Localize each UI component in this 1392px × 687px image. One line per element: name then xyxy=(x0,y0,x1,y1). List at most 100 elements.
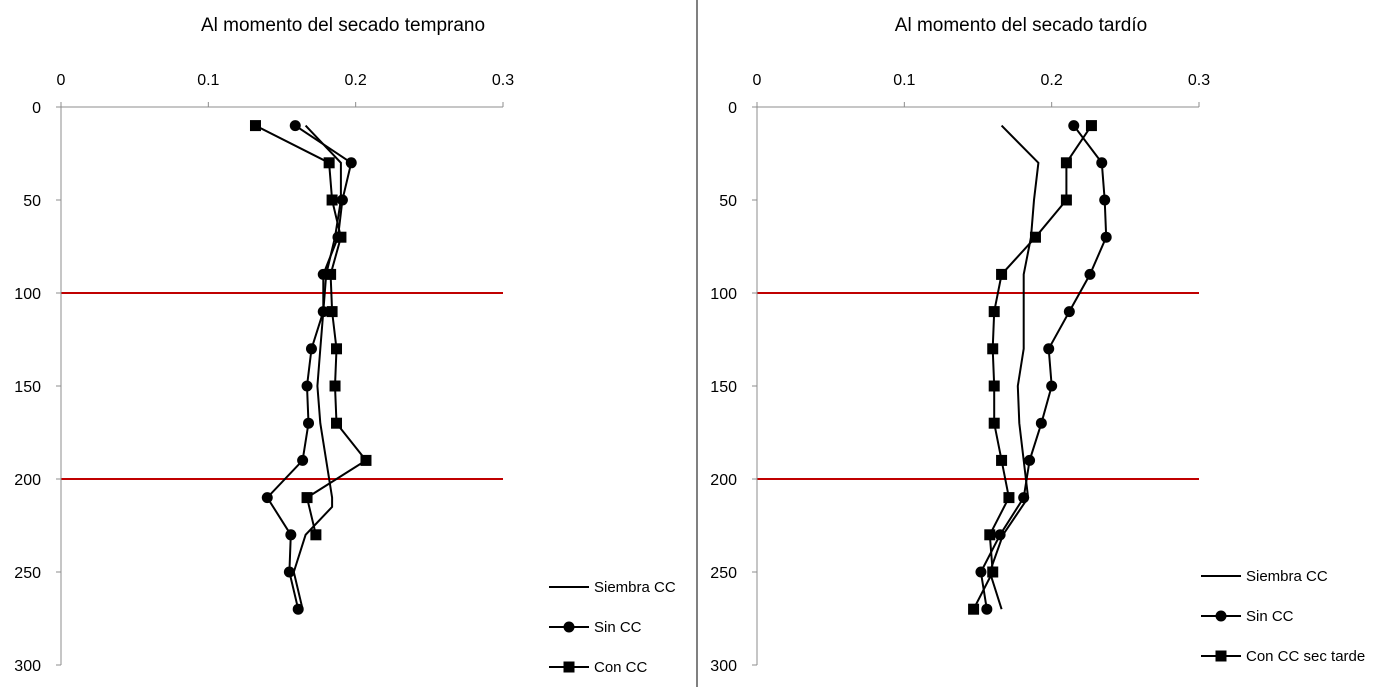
series-con-cc xyxy=(249,120,372,541)
legend-entry: Siembra CC xyxy=(549,579,676,596)
data-point xyxy=(1085,120,1097,132)
y-tick-label: 50 xyxy=(23,193,41,210)
data-point xyxy=(283,566,295,578)
series-line xyxy=(972,125,1093,610)
y-tick-label: 0 xyxy=(32,100,41,117)
data-point xyxy=(1024,454,1036,466)
data-point xyxy=(987,566,999,578)
data-point xyxy=(310,529,322,541)
y-tick-label: 100 xyxy=(710,286,737,303)
data-point xyxy=(336,194,348,206)
y-tick-label: 300 xyxy=(710,658,737,675)
series-line xyxy=(979,124,1108,610)
data-point xyxy=(1046,380,1058,392)
y-tick-label: 250 xyxy=(710,565,737,582)
data-point xyxy=(323,157,335,169)
data-point xyxy=(988,380,1000,392)
legend-marker xyxy=(1215,650,1227,662)
legend-label: Siembra CC xyxy=(1246,568,1328,585)
data-point xyxy=(1100,231,1112,243)
data-point xyxy=(1043,343,1055,355)
data-point xyxy=(303,417,315,429)
series-line xyxy=(988,124,1040,610)
data-point xyxy=(329,380,341,392)
legend-marker xyxy=(563,621,575,633)
data-point xyxy=(1063,306,1075,318)
y-tick-label: 0 xyxy=(728,100,737,117)
data-point xyxy=(1029,231,1041,243)
data-point xyxy=(345,157,357,169)
data-point xyxy=(1084,268,1096,280)
series-siembra-cc xyxy=(988,124,1040,610)
data-point xyxy=(975,566,987,578)
legend-entry: Sin CC xyxy=(549,619,642,636)
data-point xyxy=(331,417,343,429)
data-point xyxy=(261,492,273,504)
x-tick-label: 0 xyxy=(57,72,66,89)
legend-entry: Sin CC xyxy=(1201,608,1294,625)
y-tick-label: 200 xyxy=(710,472,737,489)
legend-entry: Con CC sec tarde xyxy=(1201,648,1365,665)
data-point xyxy=(360,454,372,466)
legend-label: Siembra CC xyxy=(594,579,676,596)
legend-marker xyxy=(563,661,575,673)
data-point xyxy=(1035,417,1047,429)
data-point xyxy=(987,343,999,355)
data-point xyxy=(301,380,313,392)
data-point xyxy=(994,529,1006,541)
data-point xyxy=(325,268,337,280)
series-line xyxy=(266,124,353,610)
data-point xyxy=(1018,492,1030,504)
legend-label: Con CC xyxy=(594,659,648,676)
series-con-cc-sec-tarde xyxy=(968,120,1097,615)
data-point xyxy=(1060,157,1072,169)
panel-secado-tardio: Al momento del secado tardío 0 0.1 0.2 0.3 0… xyxy=(710,15,1365,675)
x-tick-label: 0.2 xyxy=(1041,72,1063,89)
legend-marker xyxy=(1215,610,1227,622)
data-point xyxy=(1003,492,1015,504)
y-tick-label: 200 xyxy=(14,472,41,489)
data-point xyxy=(1068,120,1080,132)
data-point xyxy=(984,529,996,541)
data-point xyxy=(988,306,1000,318)
data-point xyxy=(305,343,317,355)
data-point xyxy=(335,231,347,243)
data-point xyxy=(988,417,1000,429)
legend-label: Sin CC xyxy=(594,619,642,636)
y-tick-label: 150 xyxy=(710,379,737,396)
data-point xyxy=(292,603,304,615)
legend-entry: Con CC xyxy=(549,659,648,676)
legend-entry: Siembra CC xyxy=(1201,568,1328,585)
data-point xyxy=(1099,194,1111,206)
x-tick-label: 0.3 xyxy=(492,72,514,89)
legend-label: Sin CC xyxy=(1246,608,1294,625)
y-tick-label: 250 xyxy=(14,565,41,582)
chart-title: Al momento del secado tardío xyxy=(895,15,1147,36)
data-point xyxy=(317,306,329,318)
series-sin-cc xyxy=(975,120,1112,615)
data-point xyxy=(331,343,343,355)
data-point xyxy=(249,120,261,132)
data-point xyxy=(996,268,1008,280)
y-tick-label: 100 xyxy=(14,286,41,303)
x-tick-label: 0.2 xyxy=(345,72,367,89)
series-sin-cc xyxy=(261,120,357,615)
data-point xyxy=(297,454,309,466)
data-point xyxy=(996,454,1008,466)
y-tick-label: 150 xyxy=(14,379,41,396)
chart-title: Al momento del secado temprano xyxy=(201,15,485,36)
legend-label: Con CC sec tarde xyxy=(1246,648,1365,665)
data-point xyxy=(326,194,338,206)
x-tick-label: 0.1 xyxy=(893,72,915,89)
data-point xyxy=(301,492,313,504)
data-point xyxy=(285,529,297,541)
x-tick-label: 0.1 xyxy=(197,72,219,89)
x-tick-label: 0 xyxy=(753,72,762,89)
series-line xyxy=(255,124,368,536)
x-tick-label: 0.3 xyxy=(1188,72,1210,89)
data-point xyxy=(968,603,980,615)
data-point xyxy=(326,306,338,318)
panel-secado-temprano: Al momento del secado temprano 0 0.1 0.2 0.… xyxy=(14,15,676,676)
data-point xyxy=(1096,157,1108,169)
